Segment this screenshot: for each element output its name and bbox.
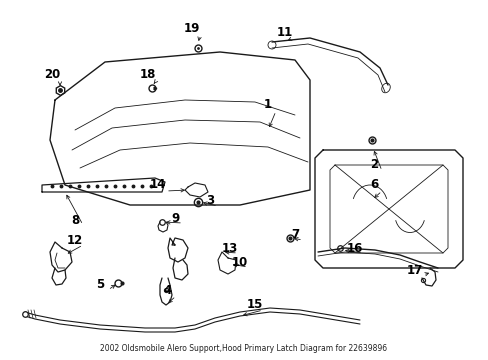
Text: 5: 5 (96, 279, 104, 292)
Text: 16: 16 (346, 242, 363, 255)
Text: 3: 3 (205, 194, 214, 207)
Text: 12: 12 (67, 234, 83, 247)
Text: 7: 7 (290, 229, 299, 242)
Text: 13: 13 (222, 242, 238, 255)
Text: 2002 Oldsmobile Alero Support,Hood Primary Latch Diagram for 22639896: 2002 Oldsmobile Alero Support,Hood Prima… (100, 344, 387, 353)
Text: 4: 4 (163, 284, 172, 297)
Text: 20: 20 (44, 68, 60, 81)
Text: 15: 15 (246, 298, 263, 311)
Text: 9: 9 (170, 211, 179, 225)
Text: 17: 17 (406, 264, 422, 276)
Text: 2: 2 (369, 158, 377, 171)
Text: 6: 6 (369, 179, 377, 192)
Text: 18: 18 (140, 68, 156, 81)
Text: 1: 1 (264, 99, 271, 112)
Text: 10: 10 (231, 256, 247, 269)
Text: 19: 19 (183, 22, 200, 35)
Text: 11: 11 (276, 26, 292, 39)
Text: 14: 14 (149, 179, 166, 192)
Text: 8: 8 (71, 213, 79, 226)
